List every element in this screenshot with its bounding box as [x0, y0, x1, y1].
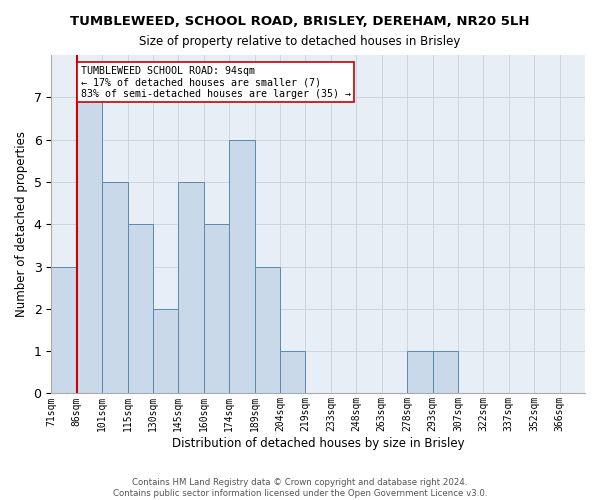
Bar	[280, 351, 305, 394]
Text: TUMBLEWEED, SCHOOL ROAD, BRISLEY, DEREHAM, NR20 5LH: TUMBLEWEED, SCHOOL ROAD, BRISLEY, DEREHA…	[70, 15, 530, 28]
Bar	[51, 266, 77, 394]
X-axis label: Distribution of detached houses by size in Brisley: Distribution of detached houses by size …	[172, 437, 464, 450]
Bar	[153, 309, 178, 394]
Y-axis label: Number of detached properties: Number of detached properties	[15, 131, 28, 317]
Bar	[407, 351, 433, 394]
Bar	[433, 351, 458, 394]
Bar	[102, 182, 128, 394]
Bar	[204, 224, 229, 394]
Text: TUMBLEWEED SCHOOL ROAD: 94sqm
← 17% of detached houses are smaller (7)
83% of se: TUMBLEWEED SCHOOL ROAD: 94sqm ← 17% of d…	[80, 66, 350, 99]
Bar	[254, 266, 280, 394]
Bar	[77, 98, 102, 394]
Bar	[128, 224, 153, 394]
Text: Size of property relative to detached houses in Brisley: Size of property relative to detached ho…	[139, 35, 461, 48]
Text: Contains HM Land Registry data © Crown copyright and database right 2024.
Contai: Contains HM Land Registry data © Crown c…	[113, 478, 487, 498]
Bar	[178, 182, 204, 394]
Bar	[229, 140, 254, 394]
